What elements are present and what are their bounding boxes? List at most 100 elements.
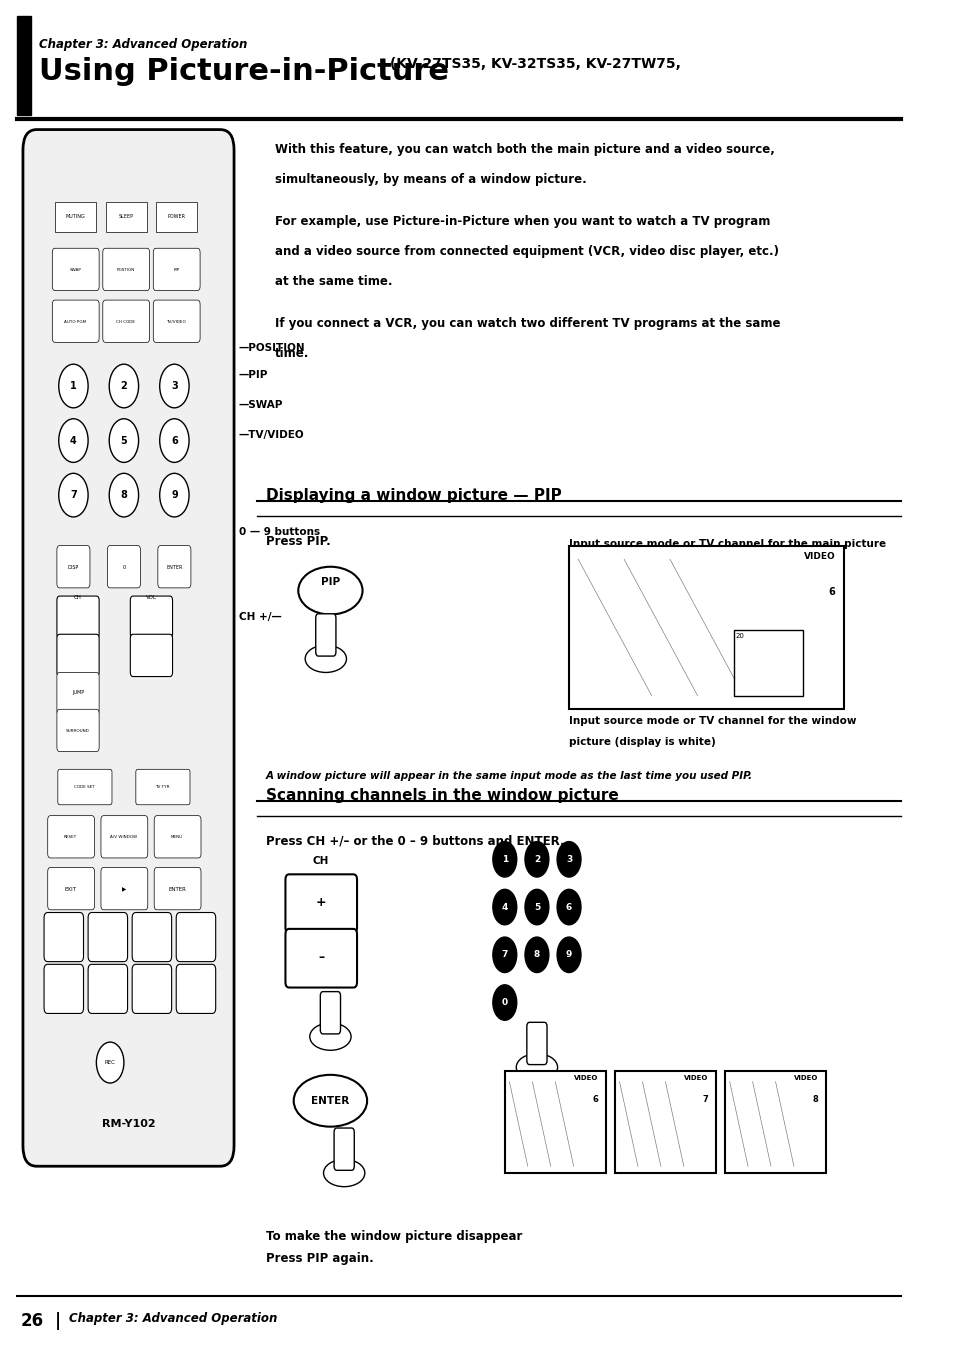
Circle shape [159, 419, 189, 462]
FancyBboxPatch shape [320, 992, 340, 1034]
Text: TV/VIDEO: TV/VIDEO [166, 321, 186, 323]
FancyBboxPatch shape [44, 913, 84, 962]
FancyBboxPatch shape [101, 868, 148, 910]
Text: 7: 7 [501, 951, 507, 959]
FancyBboxPatch shape [315, 614, 335, 656]
Text: 4: 4 [70, 435, 77, 446]
FancyBboxPatch shape [157, 546, 191, 588]
Text: 4: 4 [501, 903, 507, 911]
Ellipse shape [294, 1075, 367, 1127]
Text: —POSITION: —POSITION [238, 342, 305, 353]
FancyBboxPatch shape [132, 913, 172, 962]
FancyBboxPatch shape [44, 964, 84, 1013]
Text: 7: 7 [702, 1095, 708, 1105]
Text: CH: CH [74, 595, 82, 600]
Text: Input source mode or TV channel for the main picture: Input source mode or TV channel for the … [568, 539, 885, 548]
Text: (KV-27TS35, KV-32TS35, KV-27TW75,: (KV-27TS35, KV-32TS35, KV-27TW75, [385, 57, 680, 71]
Circle shape [493, 889, 517, 925]
Text: —SWAP: —SWAP [238, 400, 283, 411]
FancyBboxPatch shape [52, 248, 99, 291]
Text: RM-Y102: RM-Y102 [102, 1120, 155, 1129]
Text: VIDEO: VIDEO [574, 1075, 598, 1080]
FancyBboxPatch shape [176, 913, 215, 962]
Circle shape [557, 842, 580, 877]
FancyBboxPatch shape [58, 769, 112, 805]
FancyBboxPatch shape [103, 248, 150, 291]
Text: 0: 0 [501, 998, 507, 1007]
FancyBboxPatch shape [154, 816, 201, 858]
FancyBboxPatch shape [285, 929, 356, 988]
FancyBboxPatch shape [153, 248, 200, 291]
Text: 0: 0 [122, 565, 126, 570]
Bar [106, 202, 147, 232]
Bar [734, 630, 802, 696]
Text: 6: 6 [827, 587, 834, 596]
Text: Input source mode or TV channel for the window: Input source mode or TV channel for the … [568, 716, 856, 726]
Text: VIDEO: VIDEO [794, 1075, 818, 1080]
Text: –: – [318, 951, 324, 964]
Text: A window picture will appear in the same input mode as the last time you used PI: A window picture will appear in the same… [266, 771, 753, 780]
Circle shape [493, 937, 517, 973]
Text: For example, use Picture-in-Picture when you want to watch a TV program: For example, use Picture-in-Picture when… [275, 216, 770, 228]
Text: VIDEO: VIDEO [683, 1075, 708, 1080]
Text: Press PIP again.: Press PIP again. [266, 1252, 374, 1266]
Text: 7: 7 [70, 490, 77, 501]
Text: 6: 6 [592, 1095, 598, 1105]
Text: RESET: RESET [64, 836, 77, 839]
Circle shape [493, 985, 517, 1020]
FancyBboxPatch shape [131, 596, 172, 638]
Ellipse shape [310, 1023, 351, 1050]
Text: To make the window picture disappear: To make the window picture disappear [266, 1230, 522, 1244]
Bar [568, 546, 843, 709]
FancyBboxPatch shape [23, 130, 233, 1166]
Text: picture (display is white): picture (display is white) [568, 737, 715, 746]
Text: A/V WINDOW: A/V WINDOW [111, 836, 137, 839]
Text: Using Picture-in-Picture: Using Picture-in-Picture [38, 57, 448, 86]
Text: 3: 3 [171, 381, 177, 391]
Text: 8: 8 [812, 1095, 818, 1105]
Text: CODE SET: CODE SET [74, 786, 94, 788]
Text: MUTING: MUTING [66, 214, 85, 220]
Text: 2: 2 [534, 855, 539, 863]
Ellipse shape [516, 1053, 557, 1080]
Text: EXIT: EXIT [65, 887, 76, 892]
Circle shape [159, 473, 189, 517]
FancyBboxPatch shape [135, 769, 190, 805]
Bar [724, 1071, 825, 1173]
Circle shape [557, 937, 580, 973]
FancyBboxPatch shape [334, 1128, 354, 1170]
Circle shape [109, 473, 138, 517]
Text: If you connect a VCR, you can watch two different TV programs at the same: If you connect a VCR, you can watch two … [275, 318, 780, 330]
Circle shape [109, 364, 138, 408]
Bar [504, 1071, 605, 1173]
FancyBboxPatch shape [131, 634, 172, 677]
Circle shape [59, 364, 88, 408]
Text: VOL: VOL [146, 595, 156, 600]
Text: SLEEP: SLEEP [118, 214, 133, 220]
FancyBboxPatch shape [57, 634, 99, 677]
Text: 5: 5 [120, 435, 127, 446]
Text: 8: 8 [534, 951, 539, 959]
Text: ENTER: ENTER [311, 1095, 349, 1106]
Text: SWAP: SWAP [70, 269, 81, 271]
Circle shape [159, 364, 189, 408]
Text: ENTER: ENTER [168, 887, 186, 892]
Text: 6: 6 [565, 903, 572, 911]
Circle shape [557, 889, 580, 925]
Circle shape [524, 842, 548, 877]
Text: POWER: POWER [167, 214, 185, 220]
Text: CH +/—: CH +/— [238, 611, 281, 622]
Text: With this feature, you can watch both the main picture and a video source,: With this feature, you can watch both th… [275, 143, 775, 157]
FancyBboxPatch shape [88, 913, 128, 962]
Circle shape [493, 842, 517, 877]
Text: Chapter 3: Advanced Operation: Chapter 3: Advanced Operation [38, 38, 247, 52]
Circle shape [524, 889, 548, 925]
Text: ENTER: ENTER [166, 565, 182, 570]
FancyBboxPatch shape [57, 709, 99, 752]
Text: Scanning channels in the window picture: Scanning channels in the window picture [266, 788, 618, 803]
Ellipse shape [298, 567, 362, 614]
Text: VIDEO: VIDEO [802, 552, 834, 562]
Circle shape [109, 419, 138, 462]
Circle shape [96, 1042, 124, 1083]
Bar [55, 202, 96, 232]
